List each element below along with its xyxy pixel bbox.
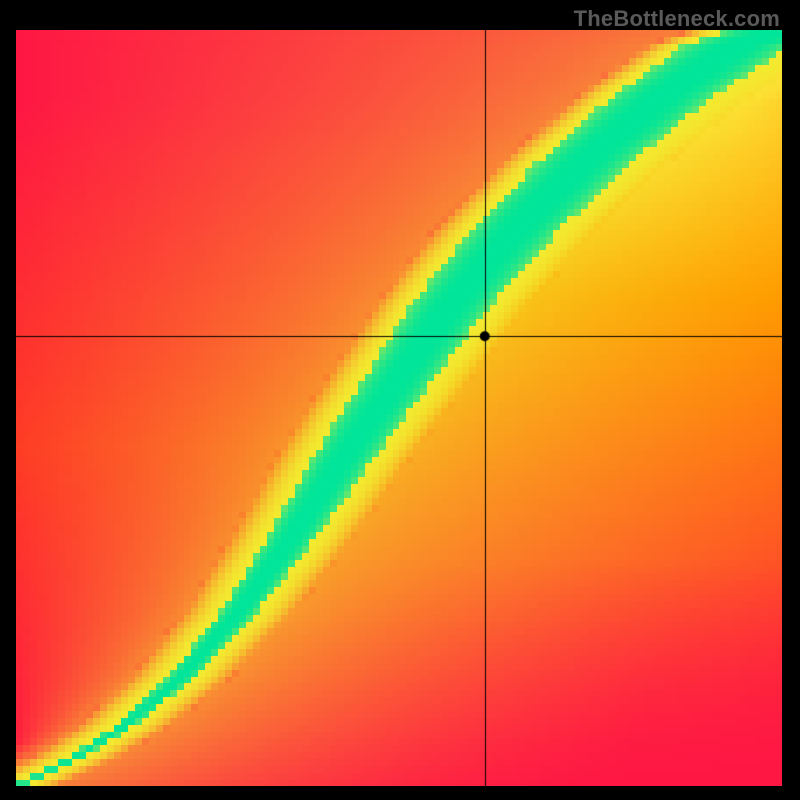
watermark: TheBottleneck.com: [574, 6, 780, 32]
crosshair-overlay: [16, 30, 782, 786]
chart-container: { "watermark": { "text": "TheBottleneck.…: [0, 0, 800, 800]
